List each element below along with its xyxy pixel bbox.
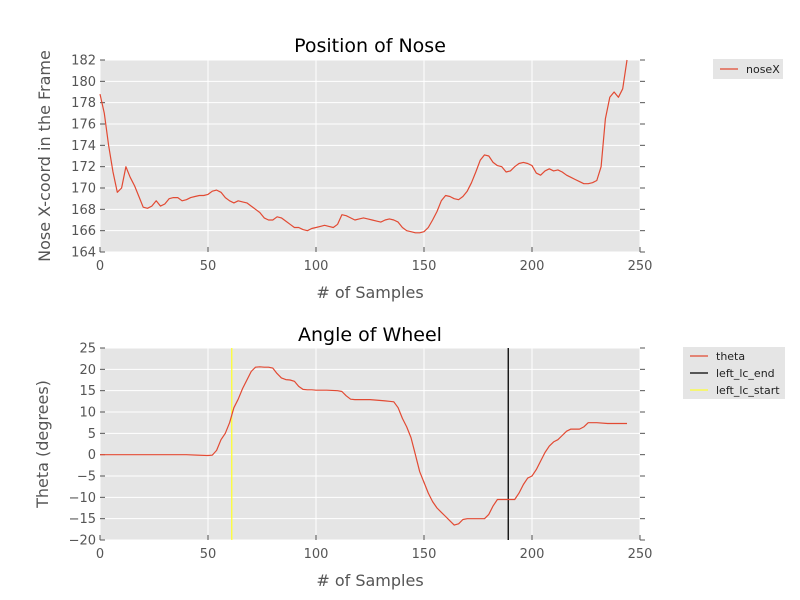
tick-label-y: 180 [71, 75, 96, 90]
tick-label-y: 164 [71, 246, 96, 261]
series-nose [99, 59, 628, 234]
tick-label-x: 0 [96, 259, 104, 274]
legend-label-left-lc-end: left_lc_end [716, 367, 775, 380]
tick-label-x: 50 [200, 259, 217, 274]
tick-label-y: 170 [71, 182, 96, 197]
series-line-theta [100, 366, 627, 526]
tick-label-y: 182 [71, 54, 96, 69]
tick-label-x: 200 [520, 259, 545, 274]
tick-label-y: 5 [88, 427, 96, 442]
series-line-nosex [99, 59, 628, 234]
tick-label-x: 100 [304, 547, 329, 562]
tick-label-y: 15 [79, 384, 96, 399]
title-wheel: Angle of Wheel [298, 324, 442, 346]
tick-label-y: 166 [71, 224, 96, 239]
tick-label-y: −20 [69, 534, 96, 549]
legend-box-nose [713, 59, 783, 79]
legend-label-left-lc-start: left_lc_start [716, 384, 780, 397]
tick-label-y: 168 [71, 203, 96, 218]
series-wheel [100, 348, 627, 540]
legend-label-theta: theta [716, 350, 745, 363]
tick-label-y: 174 [71, 139, 96, 154]
ylabel-nose: Nose X-coord in the Frame [35, 50, 54, 262]
tick-label-y: −10 [69, 491, 96, 506]
ylabel-wheel: Theta (degrees) [33, 380, 52, 509]
xlabel-nose: # of Samples [316, 283, 423, 302]
tick-label-x: 150 [412, 547, 437, 562]
tick-label-x: 0 [96, 547, 104, 562]
tick-label-y: 0 [88, 448, 96, 463]
grid-wheel [99, 347, 641, 541]
tick-label-y: 172 [71, 160, 96, 175]
ticks-nose: 0 50 100 150 200 250 164 166 168 170 172 174 176 178 1… [71, 54, 652, 275]
xlabel-wheel: # of Samples [316, 571, 423, 590]
tick-label-y: 20 [79, 363, 96, 378]
plot-area-wheel [100, 348, 640, 540]
tick-label-x: 250 [628, 259, 653, 274]
tick-label-x: 200 [520, 547, 545, 562]
tick-label-y: 178 [71, 96, 96, 111]
chart-wheel-angle: 0 50 100 150 200 250 −20 −15 −10 −5 0 5 10 15 20 25 Ang… [33, 324, 785, 590]
tick-label-x: 150 [412, 259, 437, 274]
tick-label-y: 25 [79, 342, 96, 357]
tick-label-y: −15 [69, 512, 96, 527]
legend-nose: noseX [713, 59, 783, 79]
tick-label-y: 10 [79, 406, 96, 421]
legend-label-nosex: noseX [746, 63, 780, 76]
tick-label-x: 100 [304, 259, 329, 274]
ticks-wheel: 0 50 100 150 200 250 −20 −15 −10 −5 0 5 10 15 20 25 [69, 342, 653, 563]
tick-label-x: 250 [628, 547, 653, 562]
legend-wheel: theta left_lc_end left_lc_start [683, 347, 785, 399]
tick-label-x: 50 [200, 547, 217, 562]
plot-area-nose [100, 60, 640, 252]
title-nose: Position of Nose [294, 35, 446, 57]
chart-nose-position: 0 50 100 150 200 250 164 166 168 170 172 174 176 178 1… [35, 35, 783, 302]
grid-nose [99, 59, 641, 253]
tick-label-y: 176 [71, 118, 96, 133]
tick-label-y: −5 [77, 470, 96, 485]
